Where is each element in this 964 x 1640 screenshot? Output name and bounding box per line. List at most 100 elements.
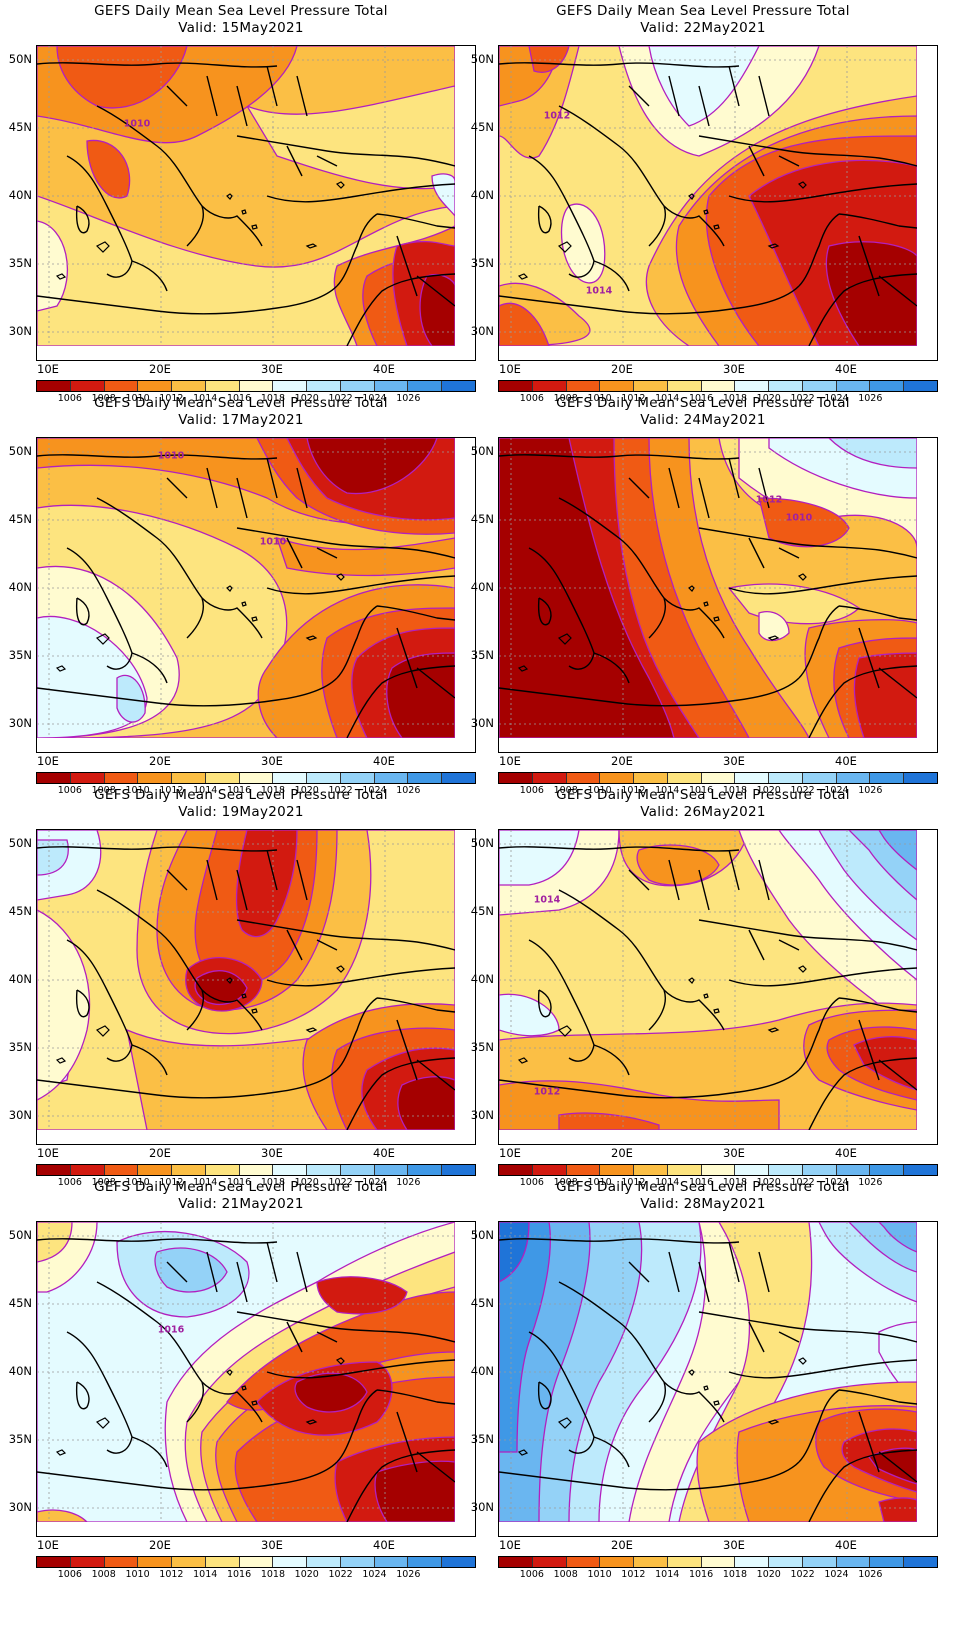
colorbar-label: 1008 bbox=[553, 1177, 578, 1188]
coastline bbox=[698, 1311, 917, 1343]
island-outline bbox=[95, 1025, 110, 1037]
colorbar-label: 1016 bbox=[226, 1569, 252, 1580]
colorbar-label: 1008 bbox=[91, 785, 116, 796]
coastline bbox=[858, 1019, 917, 1091]
coastline bbox=[628, 1241, 770, 1303]
latitude-label: 30N bbox=[470, 324, 494, 338]
colorbar-swatch bbox=[735, 1557, 770, 1567]
longitude-label: 40E bbox=[835, 754, 857, 768]
pressure-map bbox=[36, 829, 476, 1145]
coastline bbox=[37, 285, 338, 315]
longitude-label: 40E bbox=[373, 362, 395, 376]
colorbar-swatch bbox=[600, 1165, 635, 1175]
coastline bbox=[286, 537, 338, 569]
coastline bbox=[558, 889, 666, 1031]
coastline bbox=[628, 457, 770, 519]
colorbar-swatch bbox=[374, 381, 409, 391]
colorbar-label: 1012 bbox=[621, 1177, 646, 1188]
island-outline bbox=[688, 1369, 695, 1376]
colorbar-label: 1018 bbox=[260, 785, 286, 796]
latitude-label: 40N bbox=[470, 1364, 494, 1378]
colorbar-swatch bbox=[340, 773, 375, 783]
coastline bbox=[236, 919, 455, 951]
colorbar-swatch bbox=[70, 381, 105, 391]
coastline bbox=[663, 1381, 725, 1423]
colorbar-swatch bbox=[442, 1165, 475, 1175]
pressure-contour bbox=[56, 46, 188, 109]
pressure-contour bbox=[37, 909, 91, 1101]
colorbar-swatch bbox=[802, 1557, 837, 1567]
colorbar-swatch bbox=[566, 773, 601, 783]
latitude-label: 50N bbox=[470, 1228, 494, 1242]
coastline bbox=[558, 1281, 666, 1423]
colorbar-label: 1024 bbox=[824, 1177, 849, 1188]
coastline bbox=[499, 846, 740, 852]
latitude-label: 35N bbox=[470, 1040, 494, 1054]
colorbar-label: 1026 bbox=[858, 1569, 883, 1580]
colorbar-swatch bbox=[667, 773, 702, 783]
coastline bbox=[728, 575, 917, 595]
colorbar-label: 1010 bbox=[125, 1569, 150, 1580]
colorbar-swatch bbox=[205, 1557, 240, 1567]
colorbar-swatch bbox=[634, 773, 668, 783]
colorbar-swatch bbox=[239, 1557, 274, 1567]
pressure-contour bbox=[306, 438, 438, 495]
island-outline bbox=[517, 665, 529, 672]
longitude-label: 30E bbox=[261, 1538, 283, 1552]
colorbar-label: 1024 bbox=[362, 393, 387, 404]
pressure-map: 1012 1010 bbox=[498, 437, 938, 753]
colorbar-swatch bbox=[802, 773, 837, 783]
colorbar-swatch bbox=[600, 773, 635, 783]
colorbar-label: 1014 bbox=[655, 1177, 680, 1188]
coastline bbox=[236, 527, 455, 559]
pressure-contour bbox=[235, 830, 298, 938]
colorbar-swatch bbox=[37, 381, 71, 391]
coastline bbox=[537, 1381, 552, 1410]
isobar-label: 1014 bbox=[533, 894, 561, 906]
coastline bbox=[96, 497, 204, 639]
coastline bbox=[728, 967, 917, 987]
longitude-label: 30E bbox=[723, 1538, 745, 1552]
colorbar-label: 1016 bbox=[688, 1569, 714, 1580]
coastline bbox=[75, 1381, 90, 1410]
pressure-contour bbox=[386, 652, 455, 738]
island-outline bbox=[251, 616, 258, 622]
longitude-label: 20E bbox=[611, 362, 633, 376]
coastline bbox=[748, 537, 800, 569]
longitude-label: 40E bbox=[373, 1538, 395, 1552]
pressure-contour bbox=[828, 438, 917, 469]
colorbar-swatch bbox=[836, 381, 871, 391]
island-outline bbox=[703, 209, 709, 215]
colorbar-swatch bbox=[104, 1557, 139, 1567]
coastline bbox=[628, 849, 770, 911]
longitude-label: 40E bbox=[373, 1146, 395, 1160]
colorbar-label: 1010 bbox=[125, 785, 150, 796]
latitude-label: 40N bbox=[8, 580, 32, 594]
colorbar-swatch bbox=[172, 773, 206, 783]
colorbar-label: 1006 bbox=[57, 785, 82, 796]
island-outline bbox=[226, 1369, 233, 1376]
colorbar-swatch bbox=[138, 773, 173, 783]
latitude-label: 45N bbox=[8, 512, 32, 526]
island-outline bbox=[767, 635, 780, 641]
island-outline bbox=[713, 224, 720, 230]
island-outline bbox=[305, 635, 318, 641]
coastline bbox=[201, 205, 263, 247]
island-outline bbox=[688, 585, 695, 592]
colorbar-swatch bbox=[273, 381, 308, 391]
colorbar-swatch bbox=[802, 381, 837, 391]
longitude-label: 30E bbox=[261, 1146, 283, 1160]
pressure-contour bbox=[758, 611, 790, 642]
longitude-label: 20E bbox=[611, 1538, 633, 1552]
colorbar-swatch bbox=[70, 1165, 105, 1175]
colorbar-swatch bbox=[769, 1557, 803, 1567]
coastline bbox=[376, 213, 455, 229]
colorbar-swatch bbox=[442, 1557, 475, 1567]
latitude-label: 35N bbox=[470, 256, 494, 270]
latitude-label: 40N bbox=[8, 972, 32, 986]
coastline bbox=[858, 627, 917, 699]
pressure-field-svg bbox=[37, 830, 455, 1130]
colorbar bbox=[498, 380, 938, 392]
pressure-contour bbox=[878, 1497, 917, 1522]
colorbar-label: 1020 bbox=[756, 1177, 781, 1188]
